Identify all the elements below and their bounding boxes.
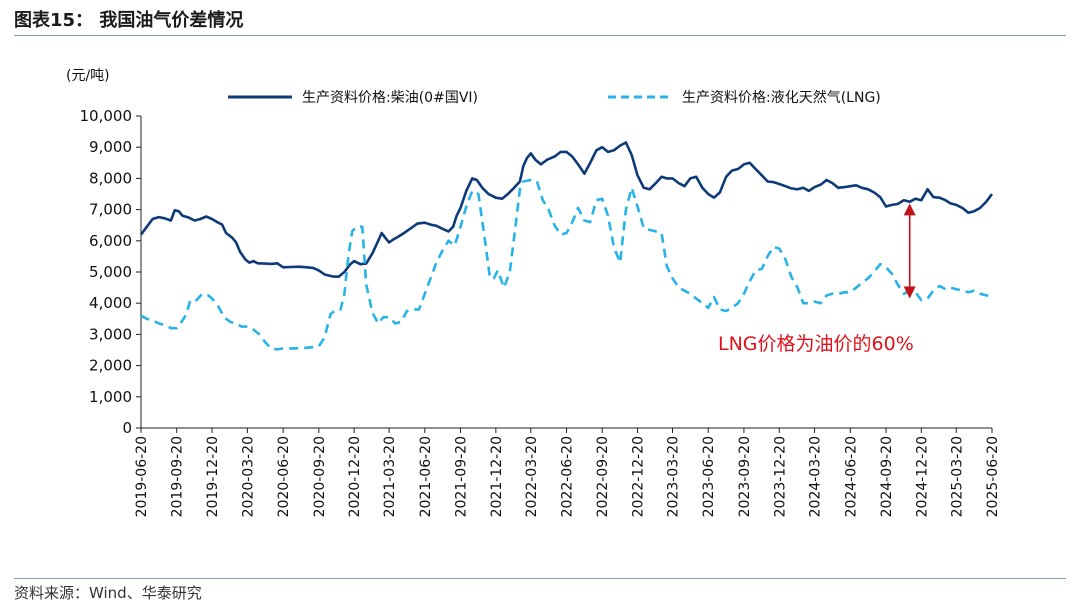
series-line-lng [140,178,992,351]
x-tick-label: 2023-09-20 [737,436,753,517]
y-tick-label: 1,000 [89,388,132,406]
x-tick-label: 2024-03-20 [808,436,824,517]
top-rule [14,35,1066,36]
x-axis-ticks: 2019-06-20 2019-09-20 2019-12-20 2020-03-20… [134,428,1001,517]
y-tick-label: 3,000 [89,325,132,343]
x-tick-label: 2023-12-20 [772,436,788,517]
y-tick-label: 8,000 [89,169,132,187]
legend-label-diesel: 生产资料价格:柴油(0#国VI) [302,90,478,106]
x-tick-label: 2022-03-20 [524,436,540,517]
annotation: LNG价格为油价的60% [718,203,916,355]
axes [140,116,992,429]
x-tick-label: 2024-09-20 [879,436,895,517]
x-tick-label: 2019-06-20 [134,436,150,517]
y-tick-label: 5,000 [89,263,132,281]
x-tick-label: 2022-09-20 [595,436,611,517]
x-tick-label: 2025-03-20 [949,436,965,517]
x-tick-label: 2021-12-20 [489,436,505,517]
y-tick-label: 10,000 [80,107,133,125]
x-tick-label: 2022-06-20 [560,436,576,517]
source-note: 资料来源：Wind、华泰研究 [14,584,202,602]
x-tick-label: 2020-06-20 [276,436,292,517]
x-tick-label: 2023-03-20 [665,436,681,517]
x-tick-label: 2024-06-20 [843,436,859,517]
x-tick-label: 2023-06-20 [701,436,717,517]
y-tick-label: 2,000 [89,357,132,375]
y-tick-label: 9,000 [89,138,132,156]
figure-title: 图表15： 我国油气价差情况 [14,10,244,31]
annotation-arrowhead-up [903,203,916,216]
x-tick-label: 2022-12-20 [631,436,647,517]
x-tick-label: 2020-09-20 [312,436,328,517]
series-lines [139,141,994,351]
x-tick-label: 2019-12-20 [205,436,221,517]
x-tick-label: 2020-03-20 [240,436,256,517]
series-line-diesel [139,141,994,278]
x-tick-label: 2025-06-20 [985,436,1001,517]
legend-label-lng: 生产资料价格:液化天然气(LNG) [682,89,881,106]
x-tick-label: 2021-09-20 [454,436,470,517]
x-tick-label: 2019-09-20 [170,436,186,517]
y-tick-label: 6,000 [89,232,132,250]
x-tick-label: 2021-03-20 [382,436,398,517]
annotation-text: LNG价格为油价的60% [718,333,914,355]
annotation-arrowhead-down [903,286,916,299]
y-tick-label: 7,000 [89,201,132,219]
x-tick-label: 2024-12-20 [914,436,930,517]
y-axis-ticks: 0 1,000 2,000 3,000 4,000 5,000 6,000 7,000 8,00… [80,107,141,437]
y-tick-label: 4,000 [89,294,132,312]
x-tick-label: 2021-06-20 [418,436,434,517]
legend: 生产资料价格:柴油(0#国VI) 生产资料价格:液化天然气(LNG) [228,89,881,106]
x-tick-label: 2020-12-20 [347,436,363,517]
bottom-rule [14,578,1066,579]
y-unit-label: (元/吨) [66,68,110,84]
y-tick-label: 0 [122,419,132,437]
